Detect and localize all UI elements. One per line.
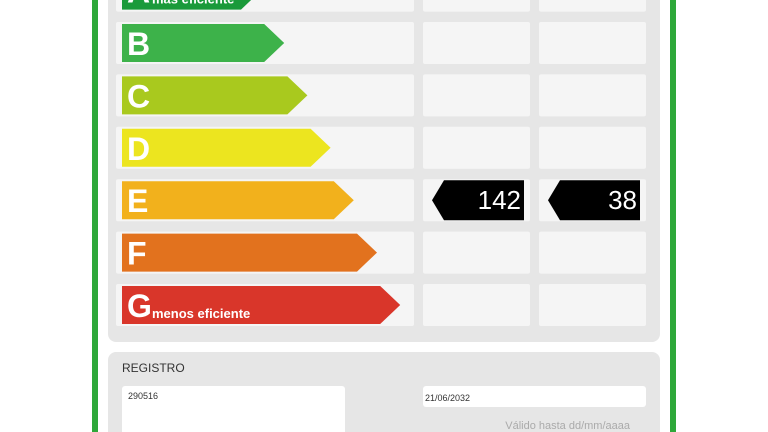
rating-arrow [122,0,252,10]
indicator-value: 38 [608,185,637,215]
value-cell [539,0,646,12]
registry-title: REGISTRO [122,361,185,375]
border-right [670,0,676,432]
border-left [92,0,98,432]
value-cell [539,284,646,326]
valid-until: Válido hasta dd/mm/aaaa [505,420,631,432]
registry-date: 21/06/2032 [425,393,470,403]
rating-arrow [122,233,377,272]
registry-number: 290516 [128,391,158,401]
rating-note: más eficiente [152,0,234,7]
value-cell [539,74,646,117]
rating-letter: F [127,236,147,272]
value-cell [423,231,530,274]
value-cell [423,74,530,117]
rating-arrow [122,128,331,167]
rating-letter: E [127,183,148,219]
rating-letter: D [127,131,150,167]
registry-number-box [122,386,345,432]
indicator-value: 142 [478,185,521,215]
value-cell [423,284,530,326]
rating-letter: B [127,26,150,62]
rating-note: menos eficiente [152,306,250,321]
indicator [432,180,524,221]
rating-arrow [122,286,401,324]
rating-letter: G [127,288,152,324]
value-cell [539,126,646,169]
value-cell [423,22,530,64]
value-cell [423,0,530,12]
rating-letter: C [127,78,150,114]
indicator [548,180,640,221]
value-cell [423,126,530,169]
value-cell [539,22,646,64]
rating-arrow [122,76,308,115]
rating-letter: A [127,0,150,10]
rating-arrow [122,24,285,62]
rating-arrow [122,181,354,220]
value-cell [539,231,646,274]
registry-date-box [423,386,646,407]
